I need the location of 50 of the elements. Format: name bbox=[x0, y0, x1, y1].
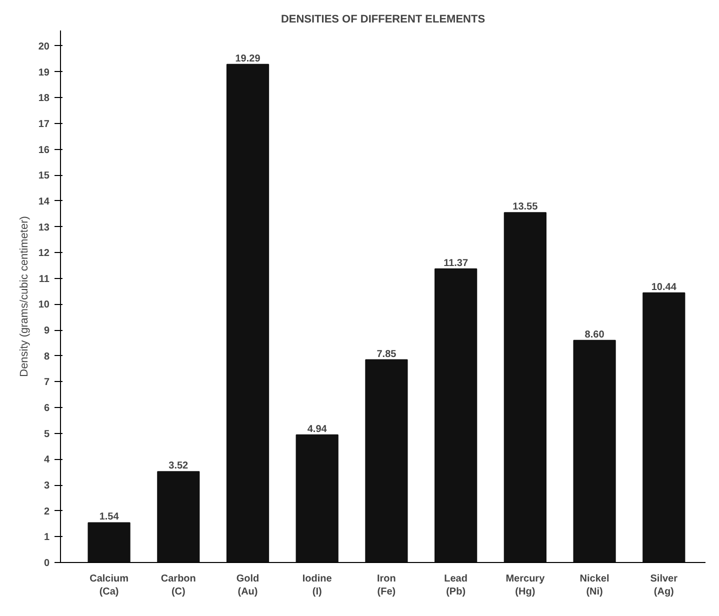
y-tick-label: 17 bbox=[38, 118, 50, 130]
y-tick-label: 19 bbox=[38, 67, 50, 78]
data-label: 1.54 bbox=[99, 512, 120, 523]
data-label: 8.60 bbox=[584, 329, 605, 340]
y-tick-label: 12 bbox=[38, 248, 50, 260]
bar bbox=[434, 268, 478, 562]
y-tick-label: 1 bbox=[44, 532, 50, 544]
y-tick-label: 6 bbox=[44, 403, 50, 414]
bar bbox=[642, 292, 686, 562]
bar bbox=[504, 212, 546, 562]
x-tick-label: Silver (Ag) bbox=[650, 574, 678, 598]
y-tick-label: 8 bbox=[44, 351, 50, 362]
bar bbox=[296, 434, 338, 562]
y-tick-label: 9 bbox=[44, 326, 50, 337]
y-tick-label: 5 bbox=[44, 428, 50, 440]
y-tick-label: 10 bbox=[38, 300, 50, 311]
y-tick-label: 14 bbox=[38, 196, 50, 208]
bar bbox=[226, 64, 270, 562]
y-axis-title: Density (grams/cubic centimeter) bbox=[18, 216, 30, 377]
x-tick-label: Carbon (C) bbox=[160, 574, 196, 598]
chart-title: DENSITIES OF DIFFERENT ELEMENTS bbox=[280, 14, 486, 26]
y-tick-label: 18 bbox=[38, 93, 50, 104]
y-tick-label: 16 bbox=[38, 144, 50, 156]
y-tick-label: 3 bbox=[44, 480, 50, 492]
x-tick-label: Gold (Au) bbox=[236, 574, 260, 598]
y-tick-label: 2 bbox=[44, 506, 50, 518]
bar bbox=[573, 340, 616, 562]
data-label: 13.55 bbox=[512, 202, 538, 213]
y-tick-label: 7 bbox=[44, 377, 50, 388]
x-tick-label: Iron (Fe) bbox=[377, 574, 396, 598]
y-tick-label: 4 bbox=[44, 454, 50, 466]
y-tick-label: 11 bbox=[38, 274, 50, 285]
bar bbox=[365, 359, 408, 562]
y-tick-label: 13 bbox=[38, 222, 50, 234]
data-label: 11.37 bbox=[444, 258, 468, 269]
bar bbox=[88, 522, 130, 562]
x-tick-label: Calcium (Ca) bbox=[90, 574, 129, 598]
bar bbox=[157, 471, 200, 562]
y-tick-label: 15 bbox=[38, 170, 50, 182]
data-label: 4.94 bbox=[307, 424, 328, 435]
x-tick-label: Mercury (Hg) bbox=[506, 574, 546, 598]
data-label: 19.29 bbox=[235, 53, 261, 64]
data-label: 7.85 bbox=[376, 348, 397, 360]
x-tick-label: Nickel (Ni) bbox=[580, 574, 610, 598]
data-label: 3.52 bbox=[168, 460, 189, 472]
x-tick-label: Lead (Pb) bbox=[444, 574, 468, 598]
data-label: 10.44 bbox=[651, 282, 677, 293]
x-tick-label: Iodine (I) bbox=[302, 574, 332, 598]
y-tick-label: 0 bbox=[44, 558, 50, 569]
y-tick-label: 20 bbox=[38, 41, 50, 52]
